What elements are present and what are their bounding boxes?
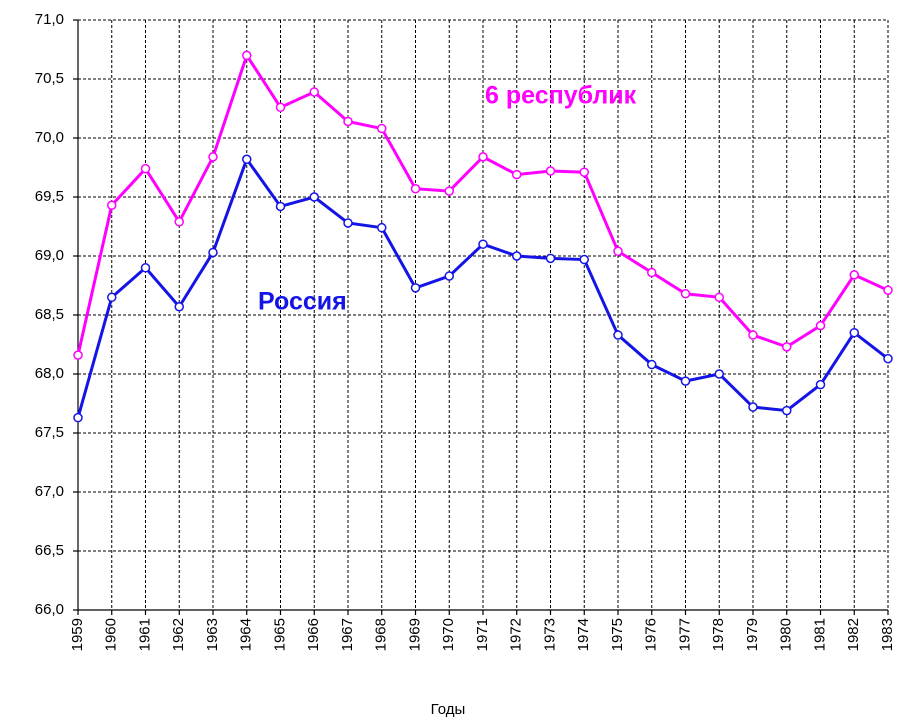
x-tick-label: 1964	[238, 618, 255, 651]
marker	[73, 350, 83, 360]
marker	[140, 163, 151, 174]
marker	[107, 292, 117, 303]
marker	[512, 251, 522, 261]
y-tick-label: 71,0	[35, 11, 64, 28]
marker	[714, 292, 724, 303]
y-tick-label: 67,0	[35, 483, 64, 500]
marker	[478, 239, 488, 249]
marker	[174, 301, 184, 312]
marker	[545, 166, 556, 176]
marker	[107, 200, 117, 211]
x-tick-label: 1961	[136, 618, 153, 651]
marker	[849, 270, 859, 280]
marker	[883, 285, 893, 295]
y-tick-label: 68,0	[35, 365, 64, 382]
series-label: Россия	[258, 288, 347, 316]
x-tick-label: 1965	[271, 618, 288, 651]
marker	[680, 289, 691, 299]
marker	[174, 217, 184, 227]
x-tick-label: 1978	[710, 618, 727, 651]
marker	[849, 327, 859, 338]
marker	[309, 87, 319, 97]
marker	[545, 253, 556, 264]
y-tick-label: 69,0	[35, 247, 64, 264]
y-tick-label: 66,0	[35, 601, 64, 618]
x-tick-label: 1982	[845, 618, 862, 651]
x-axis-label: Годы	[431, 701, 466, 718]
marker	[343, 218, 353, 228]
marker	[883, 353, 893, 364]
marker	[613, 330, 623, 340]
y-tick-label: 70,0	[35, 129, 64, 146]
marker	[478, 152, 488, 162]
marker	[410, 183, 421, 194]
marker	[140, 263, 151, 273]
marker	[815, 379, 826, 390]
x-tick-label: 1979	[744, 618, 761, 651]
marker	[73, 412, 83, 423]
marker	[242, 50, 252, 61]
marker	[579, 254, 589, 265]
marker	[815, 320, 826, 331]
marker	[343, 116, 353, 127]
marker	[782, 342, 792, 352]
marker	[275, 102, 286, 113]
series-line	[76, 156, 889, 419]
marker	[512, 169, 522, 180]
marker	[208, 152, 218, 162]
x-tick-label: 1983	[879, 618, 896, 651]
y-tick-label: 68,5	[35, 306, 64, 323]
x-tick-label: 1977	[676, 618, 693, 651]
marker	[410, 283, 421, 293]
marker	[680, 376, 691, 386]
x-tick-label: 1981	[811, 618, 828, 651]
y-tick-label: 70,5	[35, 70, 64, 87]
x-tick-label: 1960	[103, 618, 120, 651]
marker	[275, 201, 286, 212]
series-label: 6 республик	[485, 82, 637, 110]
marker	[377, 123, 387, 134]
y-tick-label: 66,5	[35, 542, 64, 559]
x-tick-label: 1976	[643, 618, 660, 651]
marker	[208, 247, 218, 258]
y-tick-label: 67,5	[35, 424, 64, 441]
x-tick-label: 1968	[373, 618, 390, 651]
x-tick-label: 1973	[541, 618, 558, 651]
marker	[748, 402, 758, 412]
marker	[444, 186, 454, 196]
y-tick-label: 69,5	[35, 188, 64, 205]
marker	[242, 154, 252, 164]
marker	[647, 359, 657, 370]
x-tick-label: 1967	[339, 618, 356, 651]
x-tick-label: 1959	[69, 618, 86, 651]
x-tick-label: 1970	[440, 618, 457, 651]
marker	[579, 167, 589, 177]
marker	[613, 246, 623, 257]
marker	[647, 267, 657, 278]
x-tick-label: 1975	[609, 618, 626, 651]
x-tick-label: 1962	[170, 618, 187, 651]
marker	[444, 271, 454, 281]
x-tick-label: 1972	[508, 618, 525, 651]
x-tick-label: 1980	[778, 618, 795, 651]
x-tick-label: 1966	[305, 618, 322, 651]
x-tick-label: 1974	[575, 618, 592, 651]
marker	[748, 330, 758, 340]
x-tick-label: 1969	[406, 618, 423, 651]
marker	[309, 192, 319, 202]
x-tick-label: 1971	[474, 618, 491, 651]
marker	[377, 222, 387, 233]
marker	[714, 369, 724, 379]
x-tick-label: 1963	[204, 618, 221, 651]
marker	[782, 405, 792, 416]
